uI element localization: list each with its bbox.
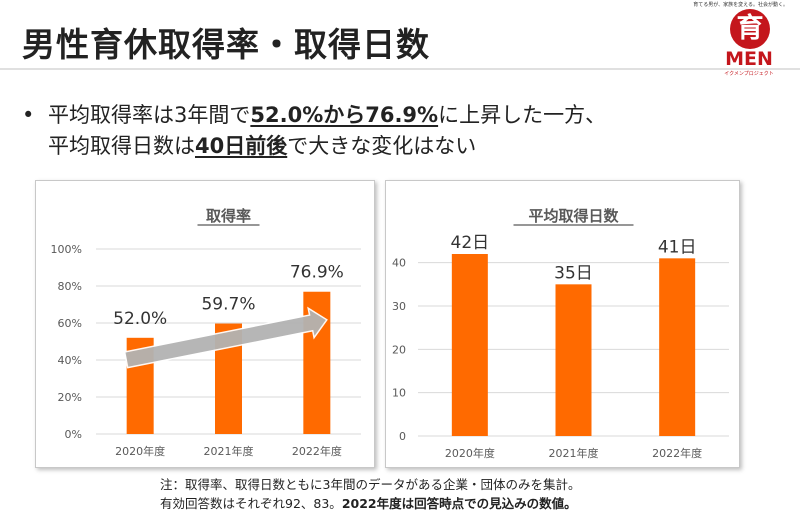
trend-arrow-icon	[123, 306, 328, 369]
logo-emblem-icon: 育	[730, 9, 770, 49]
bar	[659, 258, 696, 436]
chart-panel-days: 平均取得日数 0 10 20 30 40 42日 2020年度 35日 2021年度 41日 2022…	[385, 180, 740, 468]
logo-subtitle: イクメンプロジェクト	[724, 71, 774, 77]
y-tick-label: 30	[392, 300, 406, 313]
y-tick-label: 40%	[58, 354, 82, 367]
bullet-highlight: 52.0%から76.9%	[250, 103, 439, 127]
footnote: 注：取得率、取得日数ともに3年間のデータがある企業・団体のみを集計。 有効回答数…	[160, 475, 580, 513]
bullet-text: 平均取得日数は	[48, 134, 195, 158]
bullet-line-1: 平均取得率は3年間で52.0%から76.9%に上昇した一方、	[22, 100, 606, 131]
chart-title: 平均取得日数	[528, 207, 619, 225]
bar	[451, 254, 488, 436]
logo-tagline: 育てる男が、家族を変える。社会が動く。	[693, 2, 788, 8]
x-tick-label: 2022年度	[292, 444, 342, 458]
bullet-text: 平均取得率は3年間で	[48, 103, 251, 127]
y-tick-label: 80%	[58, 280, 82, 293]
y-tick-label: 100%	[51, 243, 82, 256]
chart-title: 取得率	[206, 207, 251, 225]
bullet-text: で大きな変化はない	[287, 134, 477, 158]
data-label: 52.0%	[113, 309, 167, 329]
ikumen-logo: 育てる男が、家族を変える。社会が動く。 育 MEN イクメンプロジェクト	[693, 0, 790, 88]
data-label: 41日	[658, 237, 697, 257]
x-tick-label: 2021年度	[204, 444, 254, 458]
y-tick-label: 0	[399, 430, 406, 443]
y-tick-label: 0%	[65, 428, 82, 441]
bullet-dot: •	[22, 103, 35, 127]
y-tick-label: 10	[392, 387, 406, 400]
y-tick-label: 20%	[58, 391, 82, 404]
summary-bullet: • 平均取得率は3年間で52.0%から76.9%に上昇した一方、 平均取得日数は…	[22, 100, 606, 162]
page-title: 男性育休取得率・取得日数	[22, 25, 430, 64]
x-tick-label: 2020年度	[445, 446, 495, 460]
data-label: 35日	[554, 263, 593, 283]
x-tick-label: 2022年度	[652, 446, 702, 460]
bar	[555, 284, 592, 436]
bullet-highlight: 40日前後	[195, 134, 288, 158]
chart-panel-rate: 取得率 0% 20% 40% 60% 80% 100% 52.0% 2020年度 59.7% 202…	[35, 180, 375, 468]
x-tick-label: 2020年度	[115, 444, 165, 458]
data-label: 59.7%	[201, 295, 255, 315]
x-tick-label: 2021年度	[549, 446, 599, 460]
rate-bar-chart: 取得率 0% 20% 40% 60% 80% 100% 52.0% 2020年度 59.7% 202…	[51, 207, 361, 458]
title-divider	[0, 68, 800, 70]
y-tick-label: 40	[392, 257, 406, 270]
footnote-line-1: 注：取得率、取得日数ともに3年間のデータがある企業・団体のみを集計。	[160, 477, 581, 492]
logo-wordmark: MEN	[725, 48, 773, 70]
bullet-line-2: 平均取得日数は40日前後で大きな変化はない	[22, 131, 606, 162]
y-tick-label: 20	[392, 343, 406, 356]
bullet-text: に上昇した一方、	[438, 103, 607, 127]
days-bar-chart: 平均取得日数 0 10 20 30 40 42日 2020年度 35日 2021年度 41日 2022…	[392, 207, 729, 460]
footnote-line-2: 有効回答数はそれぞれ92、83。2022年度は回答時点での見込みの数値。	[160, 494, 580, 513]
data-label: 76.9%	[290, 263, 344, 283]
footnote-text: 有効回答数はそれぞれ92、83。	[160, 496, 342, 511]
y-tick-label: 60%	[58, 317, 82, 330]
data-label: 42日	[451, 233, 490, 253]
footnote-emphasis: 2022年度は回答時点での見込みの数値。	[341, 496, 577, 511]
